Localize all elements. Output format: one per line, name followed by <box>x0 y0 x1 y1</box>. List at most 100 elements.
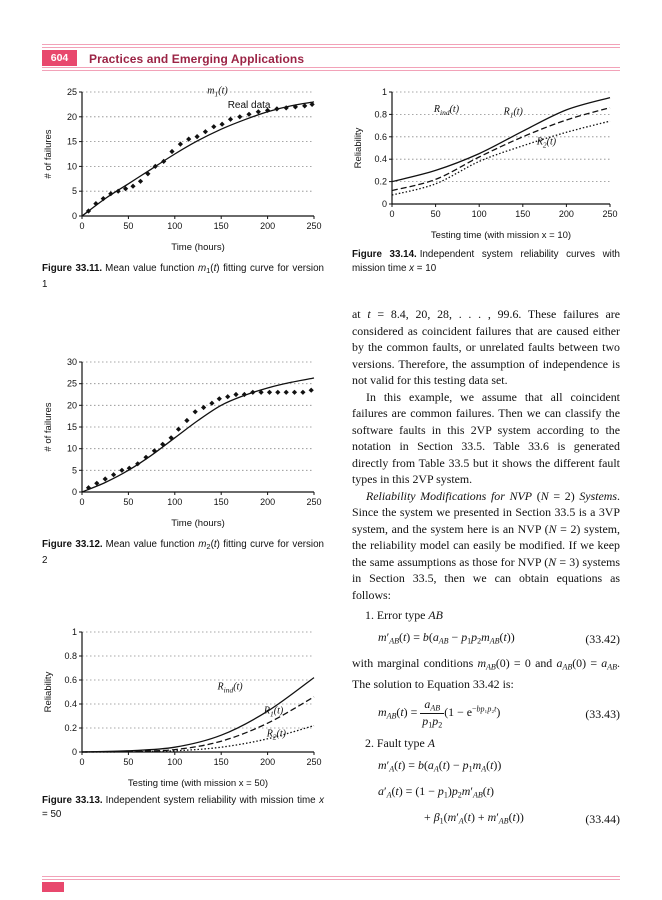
svg-text:0: 0 <box>72 211 77 221</box>
svg-text:20: 20 <box>67 112 77 122</box>
footer-rule <box>42 876 620 880</box>
svg-text:R1(t): R1(t) <box>263 706 284 719</box>
paragraph-reliability-modifications: Reliability Modifications for NVP (N = 2… <box>352 488 620 602</box>
figure-33-14-caption-label: Figure 33.14. <box>352 249 417 260</box>
figure-33-14-caption-text: Independent system reliability curves wi… <box>352 249 620 274</box>
svg-text:m1(t): m1(t) <box>207 86 228 99</box>
svg-text:30: 30 <box>67 357 77 367</box>
figure-33-11-chart: 0 5 10 15 20 25 0 50 100 150 200 250 m1(t) Real data T… <box>42 80 324 259</box>
svg-text:0.2: 0.2 <box>64 723 77 733</box>
svg-text:0: 0 <box>382 199 387 209</box>
svg-text:150: 150 <box>214 497 229 507</box>
equation-33-44-line-1: m′A(t) = b(aA(t) − p1mA(t)) <box>378 757 620 778</box>
paragraph-marginal-conditions: with marginal conditions mAB(0) = 0 and … <box>352 655 620 691</box>
svg-text:Testing time (with mission x =: Testing time (with mission x = 50) <box>128 778 268 789</box>
svg-text:0.8: 0.8 <box>64 651 77 661</box>
svg-text:Time (hours): Time (hours) <box>171 518 225 529</box>
svg-text:0.6: 0.6 <box>374 132 387 142</box>
svg-text:10: 10 <box>67 161 77 171</box>
paragraph-coincident-failures: at t = 8.4, 20, 28, . . . , 99.6. These … <box>352 307 620 387</box>
svg-text:250: 250 <box>306 497 321 507</box>
svg-text:Reliability: Reliability <box>353 127 364 168</box>
figure-33-11-caption-text: Mean value function m1(t) fitting curve … <box>42 263 325 290</box>
svg-text:20: 20 <box>67 400 77 410</box>
svg-text:250: 250 <box>602 209 617 219</box>
equation-33-42: m′AB(t) = b(aAB − p1p2mAB(t)) (33.42) <box>378 629 620 650</box>
equation-33-44-line-2-body: a′A(t) = (1 − p1)p2m′AB(t) <box>378 783 495 800</box>
svg-text:250: 250 <box>306 221 321 231</box>
svg-text:0.8: 0.8 <box>374 109 387 119</box>
svg-text:1: 1 <box>72 627 77 637</box>
svg-text:200: 200 <box>559 209 574 219</box>
equation-33-44-number: (33.44) <box>585 811 620 826</box>
figure-33-14-caption: Figure 33.14. Independent system reliabil… <box>352 248 620 275</box>
running-header-title: Practices and Emerging Applications <box>89 52 305 66</box>
svg-text:R2(t): R2(t) <box>266 728 287 741</box>
svg-text:250: 250 <box>306 757 321 767</box>
equation-33-43-number: (33.43) <box>585 706 620 721</box>
svg-text:150: 150 <box>214 221 229 231</box>
figure-33-12-caption-label: Figure 33.12. <box>42 539 103 550</box>
svg-text:Testing time (with mission x =: Testing time (with mission x = 10) <box>431 230 571 241</box>
svg-text:200: 200 <box>260 221 275 231</box>
svg-text:0: 0 <box>389 209 394 219</box>
svg-text:25: 25 <box>67 379 77 389</box>
svg-text:Rind(t): Rind(t) <box>217 682 244 695</box>
svg-text:Reliability: Reliability <box>43 671 54 712</box>
header-rule-top <box>42 44 620 48</box>
svg-text:50: 50 <box>123 497 133 507</box>
svg-text:Rind(t): Rind(t) <box>433 104 460 117</box>
equation-33-44-line-1-body: m′A(t) = b(aA(t) − p1mA(t)) <box>378 757 502 774</box>
paragraph-common-failures: In this example, we assume that all coin… <box>352 389 620 487</box>
svg-text:200: 200 <box>260 497 275 507</box>
page-number-badge: 604 <box>42 50 77 66</box>
figure-33-13-caption-label: Figure 33.13. <box>42 795 103 806</box>
equation-33-42-number: (33.42) <box>585 631 620 646</box>
svg-text:15: 15 <box>67 137 77 147</box>
equation-33-44-line-2: a′A(t) = (1 − p1)p2m′AB(t) <box>378 783 620 804</box>
svg-text:# of failures: # of failures <box>43 129 54 178</box>
svg-text:50: 50 <box>431 209 441 219</box>
equation-33-43: mAB(t) = aAB p1p2 (1 − e−bp₁p₂t) (33.43) <box>378 697 620 730</box>
figure-33-12-caption-text: Mean value function m2(t) fitting curve … <box>42 539 324 566</box>
svg-text:0.4: 0.4 <box>374 154 387 164</box>
svg-text:0.6: 0.6 <box>64 675 77 685</box>
svg-text:0: 0 <box>79 757 84 767</box>
list-item-error-type-ab: 1. Error type AB <box>365 608 443 622</box>
svg-text:R2(t): R2(t) <box>536 137 557 150</box>
svg-text:5: 5 <box>72 186 77 196</box>
svg-text:25: 25 <box>67 87 77 97</box>
svg-text:0: 0 <box>79 497 84 507</box>
svg-text:Time (hours): Time (hours) <box>171 242 225 253</box>
header-rule-bottom <box>42 67 620 71</box>
svg-text:150: 150 <box>214 757 229 767</box>
svg-text:R1(t): R1(t) <box>503 106 524 119</box>
svg-text:1: 1 <box>382 87 387 97</box>
svg-text:# of failures: # of failures <box>43 402 54 451</box>
figure-33-13-caption-text: Independent system reliability with miss… <box>42 795 324 820</box>
svg-text:10: 10 <box>67 444 77 454</box>
figure-33-11-caption-label: Figure 33.11. <box>42 263 103 274</box>
equation-33-44-line-3: + β1(m′A(t) + m′AB(t)) (33.44) <box>424 809 620 830</box>
svg-text:0.4: 0.4 <box>64 699 77 709</box>
equation-33-43-body: mAB(t) = aAB p1p2 (1 − e−bp₁p₂t) <box>378 697 501 730</box>
figure-33-12-chart: 0 5 10 15 20 25 30 0 50 100 150 200 250 Time (hours) #… <box>42 350 324 535</box>
equation-33-44-line-3-body: + β1(m′A(t) + m′AB(t)) <box>424 809 524 826</box>
svg-text:Real data: Real data <box>228 100 271 111</box>
list-item-fault-type-a: 2. Fault type A <box>365 736 436 751</box>
svg-text:0: 0 <box>72 487 77 497</box>
svg-text:50: 50 <box>123 221 133 231</box>
figure-33-13-caption: Figure 33.13. Independent system reliabil… <box>42 794 324 821</box>
figure-33-14-chart: 0 0.2 0.4 0.6 0.8 1 0 50 100 150 200 250 Rind(t) R1(t… <box>352 80 620 247</box>
svg-text:100: 100 <box>167 757 182 767</box>
svg-text:200: 200 <box>260 757 275 767</box>
svg-text:100: 100 <box>167 497 182 507</box>
footer-red-box <box>42 882 64 892</box>
svg-text:5: 5 <box>72 465 77 475</box>
svg-text:0: 0 <box>72 747 77 757</box>
svg-text:15: 15 <box>67 422 77 432</box>
svg-text:0: 0 <box>79 221 84 231</box>
equation-33-42-body: m′AB(t) = b(aAB − p1p2mAB(t)) <box>378 629 515 646</box>
svg-text:100: 100 <box>472 209 487 219</box>
